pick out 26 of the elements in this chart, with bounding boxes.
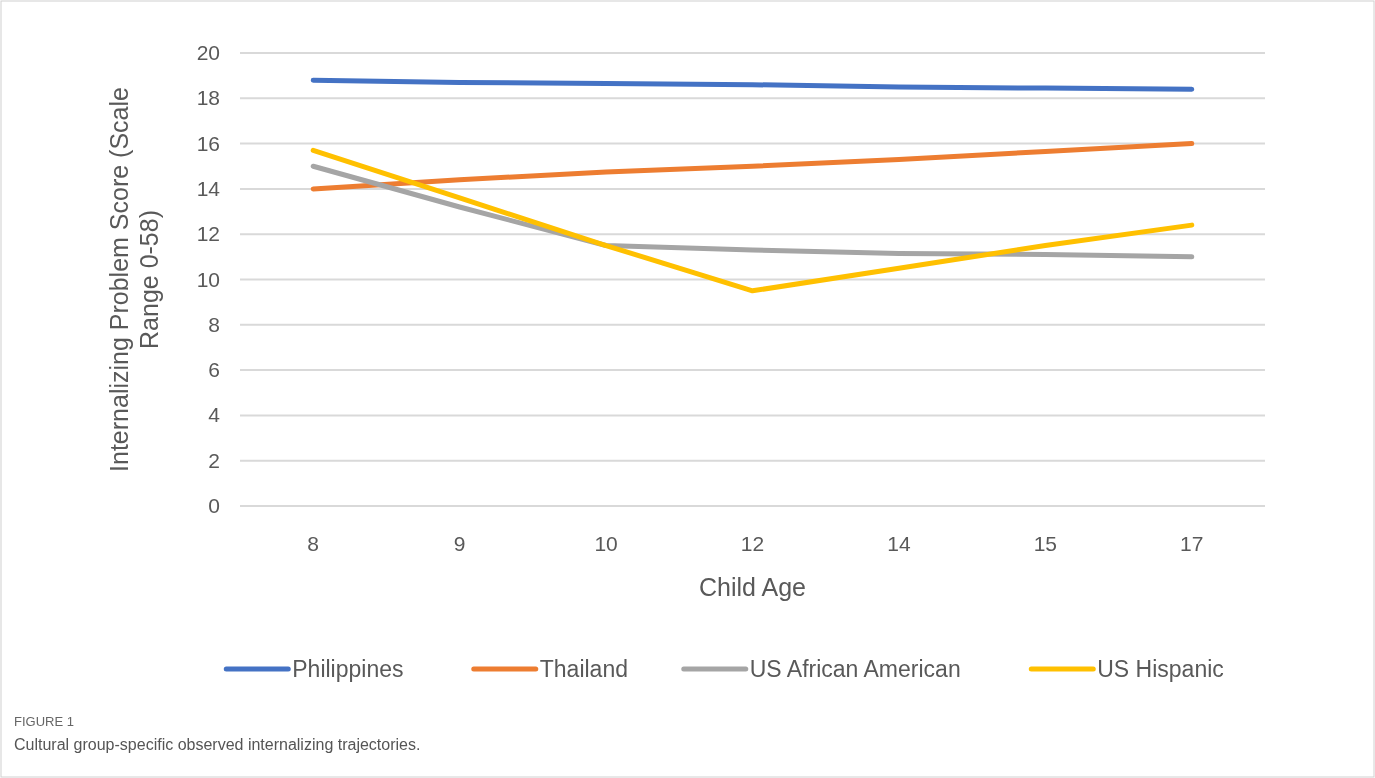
legend-label: US African American	[749, 656, 961, 682]
caption: FIGURE 1	[14, 714, 74, 729]
y-tick-label: 18	[196, 86, 220, 110]
y-tick-label: 0	[208, 494, 220, 517]
text: Cultural group-specific observed internalizing trajectories.	[14, 736, 421, 753]
y-axis-title: Internalizing Problem Score (Scale Range 0-58)	[105, 87, 163, 472]
y-tick-label: 10	[196, 267, 220, 291]
y-tick-label: 8	[208, 312, 220, 336]
x-tick-label: 15	[1033, 532, 1058, 555]
y-tick-label: 6	[208, 358, 220, 382]
x-tick-label: 14	[887, 532, 911, 555]
x-tick-label: 10	[594, 532, 618, 555]
y-tick-label: 12	[196, 222, 220, 246]
x-axis-title: Child Age	[698, 573, 807, 601]
y-tick-label: 4	[208, 403, 221, 427]
x-tick-label: 9	[453, 532, 466, 555]
y-tick-label: 20	[196, 41, 220, 64]
legend-label: Philippines	[292, 656, 404, 682]
x-tick-label: 12	[740, 532, 765, 555]
x-tick-label: 17	[1180, 532, 1204, 555]
legend-label: Thailand	[539, 656, 628, 682]
y-tick-label: 14	[196, 176, 221, 200]
x-tick-label: 8	[307, 532, 320, 555]
legend-label: US Hispanic	[1097, 656, 1224, 682]
y-tick-label: 16	[196, 131, 220, 155]
y-tick-label: 2	[208, 448, 220, 472]
